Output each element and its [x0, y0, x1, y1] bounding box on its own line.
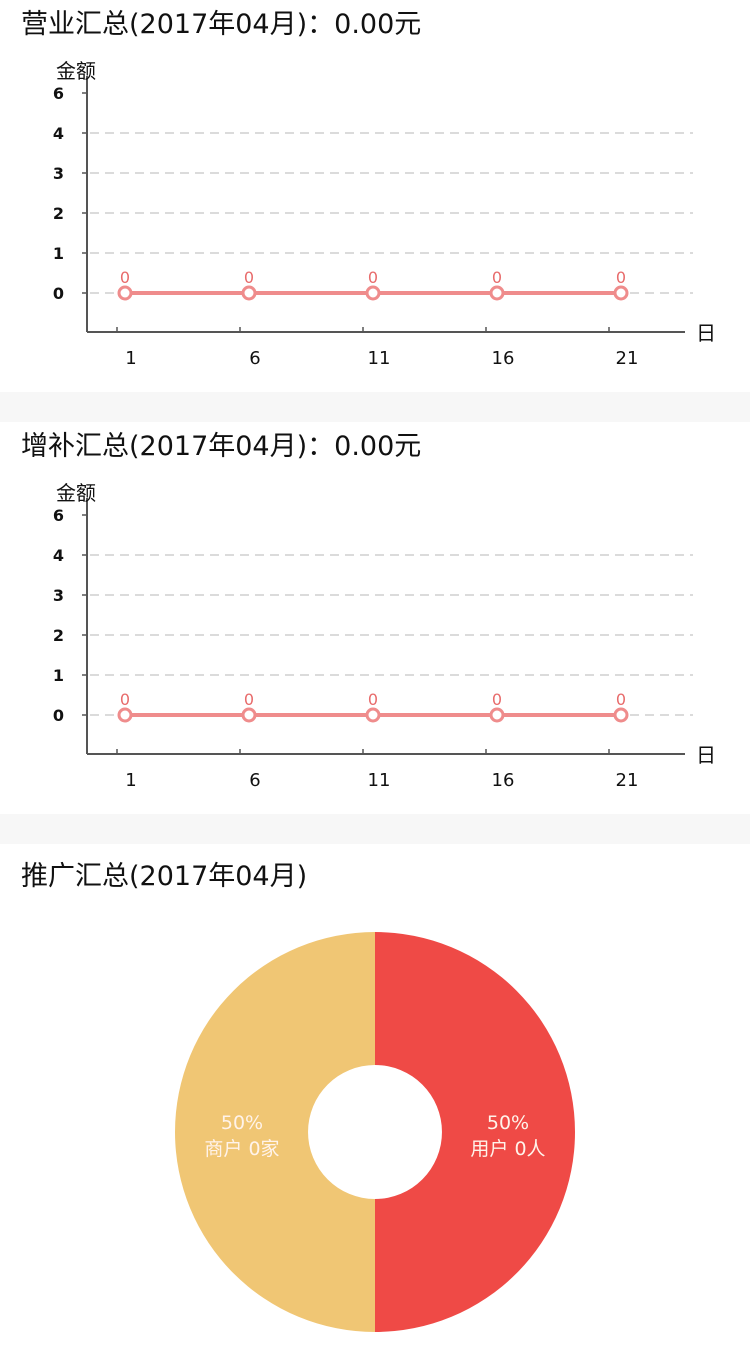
chart0-point-day-11	[365, 285, 381, 301]
chart1-point-label-day-16: 0	[492, 690, 502, 709]
chart1-x-tick-label-1: 1	[125, 770, 136, 791]
chart1-point-day-16	[489, 707, 505, 723]
chart1-x-tick-label-21: 21	[616, 770, 639, 791]
chart1-point-label-day-21: 0	[616, 690, 626, 709]
chart1-point-day-1	[117, 707, 133, 723]
chart0-point-label-day-16: 0	[492, 268, 502, 287]
chart1-x-tick-label-11: 11	[368, 770, 391, 791]
chart0-x-tick-label-11: 11	[368, 348, 391, 369]
supplement-total-value: 0.00	[334, 431, 395, 462]
chart1-y-axis-name: 金额	[56, 481, 96, 505]
supplement-title-prefix: 增补汇总(2017年04月)：	[21, 431, 335, 462]
chart1-y-tick-label-4: 4	[53, 546, 64, 565]
promotion-summary-section: 推广汇总(2017年04月) 50% 用户 0人 50% 商户 0家	[0, 844, 750, 1364]
chart0-x-axis-name: 日	[696, 321, 716, 345]
chart0-y-tick-label-4: 4	[53, 124, 64, 143]
chart0-x-tick-label-16: 16	[492, 348, 515, 369]
donut-slice-percent-0: 50%	[487, 1112, 529, 1134]
chart0-point-day-1	[117, 285, 133, 301]
section-divider	[0, 392, 750, 422]
chart0-point-label-day-11: 0	[368, 268, 378, 287]
chart1-point-day-6	[241, 707, 257, 723]
donut-slice-label-1: 商户 0家	[204, 1138, 279, 1160]
chart0-x-tick-label-1: 1	[125, 348, 136, 369]
chart1-y-tick-label-2: 2	[53, 626, 64, 645]
chart0-y-tick-label-3: 3	[53, 164, 64, 183]
chart1-y-tick-label-3: 3	[53, 586, 64, 605]
chart0-point-label-day-1: 0	[120, 268, 130, 287]
donut-slice-label-0: 用户 0人	[470, 1138, 545, 1160]
chart0-y-tick-label-0: 0	[53, 284, 64, 303]
chart1-x-axis-name: 日	[696, 743, 716, 767]
chart0-x-tick-label-21: 21	[616, 348, 639, 369]
chart1-point-label-day-6: 0	[244, 690, 254, 709]
chart0-point-label-day-21: 0	[616, 268, 626, 287]
supplement-summary-section: 增补汇总(2017年04月)：0.00元 0 1 2 3 4 6 金额日 1 6 11 16 21 0 0…	[0, 422, 750, 814]
chart0-y-axis-name: 金额	[56, 59, 96, 83]
business-total-unit: 元	[394, 9, 422, 40]
chart0-point-label-day-6: 0	[244, 268, 254, 287]
donut-slice-percent-1: 50%	[221, 1112, 263, 1134]
chart0-x-tick-label-6: 6	[249, 348, 260, 369]
chart1-y-tick-label-1: 1	[53, 666, 64, 685]
supplement-total-unit: 元	[394, 431, 422, 462]
business-total-value: 0.00	[334, 9, 395, 40]
business-summary-section: 营业汇总(2017年04月)：0.00元 0 1 2 3 4 6 金额日 1 6 11 16 21 0 0…	[0, 0, 750, 392]
donut-slice-0	[375, 932, 575, 1332]
chart0-y-tick-label-6: 6	[53, 84, 64, 103]
chart0-point-day-21	[613, 285, 629, 301]
promotion-donut-chart: 50% 用户 0人 50% 商户 0家	[175, 932, 575, 1332]
chart0-y-tick-label-2: 2	[53, 204, 64, 223]
supplement-summary-title: 增补汇总(2017年04月)：0.00元	[21, 428, 421, 466]
business-title-prefix: 营业汇总(2017年04月)：	[21, 9, 335, 40]
donut-slice-1	[175, 932, 375, 1332]
chart0-point-day-6	[241, 285, 257, 301]
chart1-point-day-21	[613, 707, 629, 723]
chart1-x-tick-label-6: 6	[249, 770, 260, 791]
chart1-y-tick-label-6: 6	[53, 506, 64, 525]
chart1-y-tick-label-0: 0	[53, 706, 64, 725]
business-summary-title: 营业汇总(2017年04月)：0.00元	[21, 6, 421, 44]
chart1-point-label-day-1: 0	[120, 690, 130, 709]
chart0-y-tick-label-1: 1	[53, 244, 64, 263]
section-divider	[0, 814, 750, 844]
promotion-summary-title: 推广汇总(2017年04月)	[21, 861, 308, 892]
chart0-point-day-16	[489, 285, 505, 301]
chart1-point-label-day-11: 0	[368, 690, 378, 709]
chart1-x-tick-label-16: 16	[492, 770, 515, 791]
chart1-point-day-11	[365, 707, 381, 723]
